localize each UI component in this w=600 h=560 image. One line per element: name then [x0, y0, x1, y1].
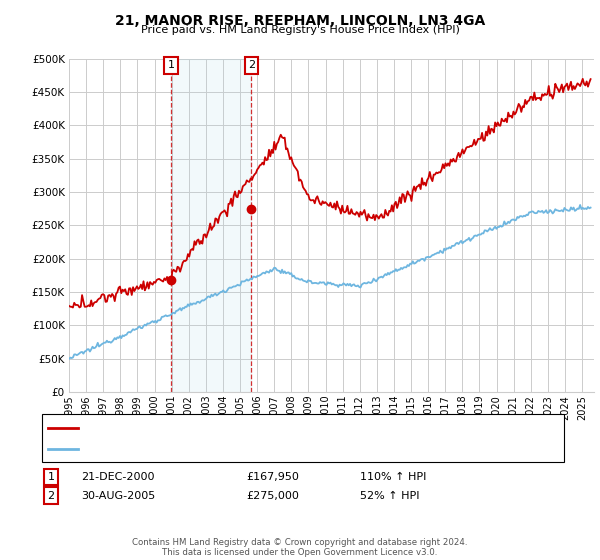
Text: Contains HM Land Registry data © Crown copyright and database right 2024.
This d: Contains HM Land Registry data © Crown c… — [132, 538, 468, 557]
Text: £167,950: £167,950 — [246, 472, 299, 482]
Bar — [171, 59, 251, 392]
Text: 21-DEC-2000: 21-DEC-2000 — [81, 472, 155, 482]
Text: Price paid vs. HM Land Registry's House Price Index (HPI): Price paid vs. HM Land Registry's House … — [140, 25, 460, 35]
Text: 30-AUG-2005: 30-AUG-2005 — [81, 491, 155, 501]
Text: HPI: Average price, detached house, West Lindsey: HPI: Average price, detached house, West… — [84, 444, 346, 454]
Text: 1: 1 — [47, 472, 55, 482]
Text: 2: 2 — [248, 60, 255, 71]
Text: 1: 1 — [167, 60, 175, 71]
Text: 110% ↑ HPI: 110% ↑ HPI — [360, 472, 427, 482]
Text: 52% ↑ HPI: 52% ↑ HPI — [360, 491, 419, 501]
Text: £275,000: £275,000 — [246, 491, 299, 501]
Text: 21, MANOR RISE, REEPHAM, LINCOLN, LN3 4GA (detached house): 21, MANOR RISE, REEPHAM, LINCOLN, LN3 4G… — [84, 423, 425, 433]
Text: 2: 2 — [47, 491, 55, 501]
Text: 21, MANOR RISE, REEPHAM, LINCOLN, LN3 4GA: 21, MANOR RISE, REEPHAM, LINCOLN, LN3 4G… — [115, 14, 485, 28]
